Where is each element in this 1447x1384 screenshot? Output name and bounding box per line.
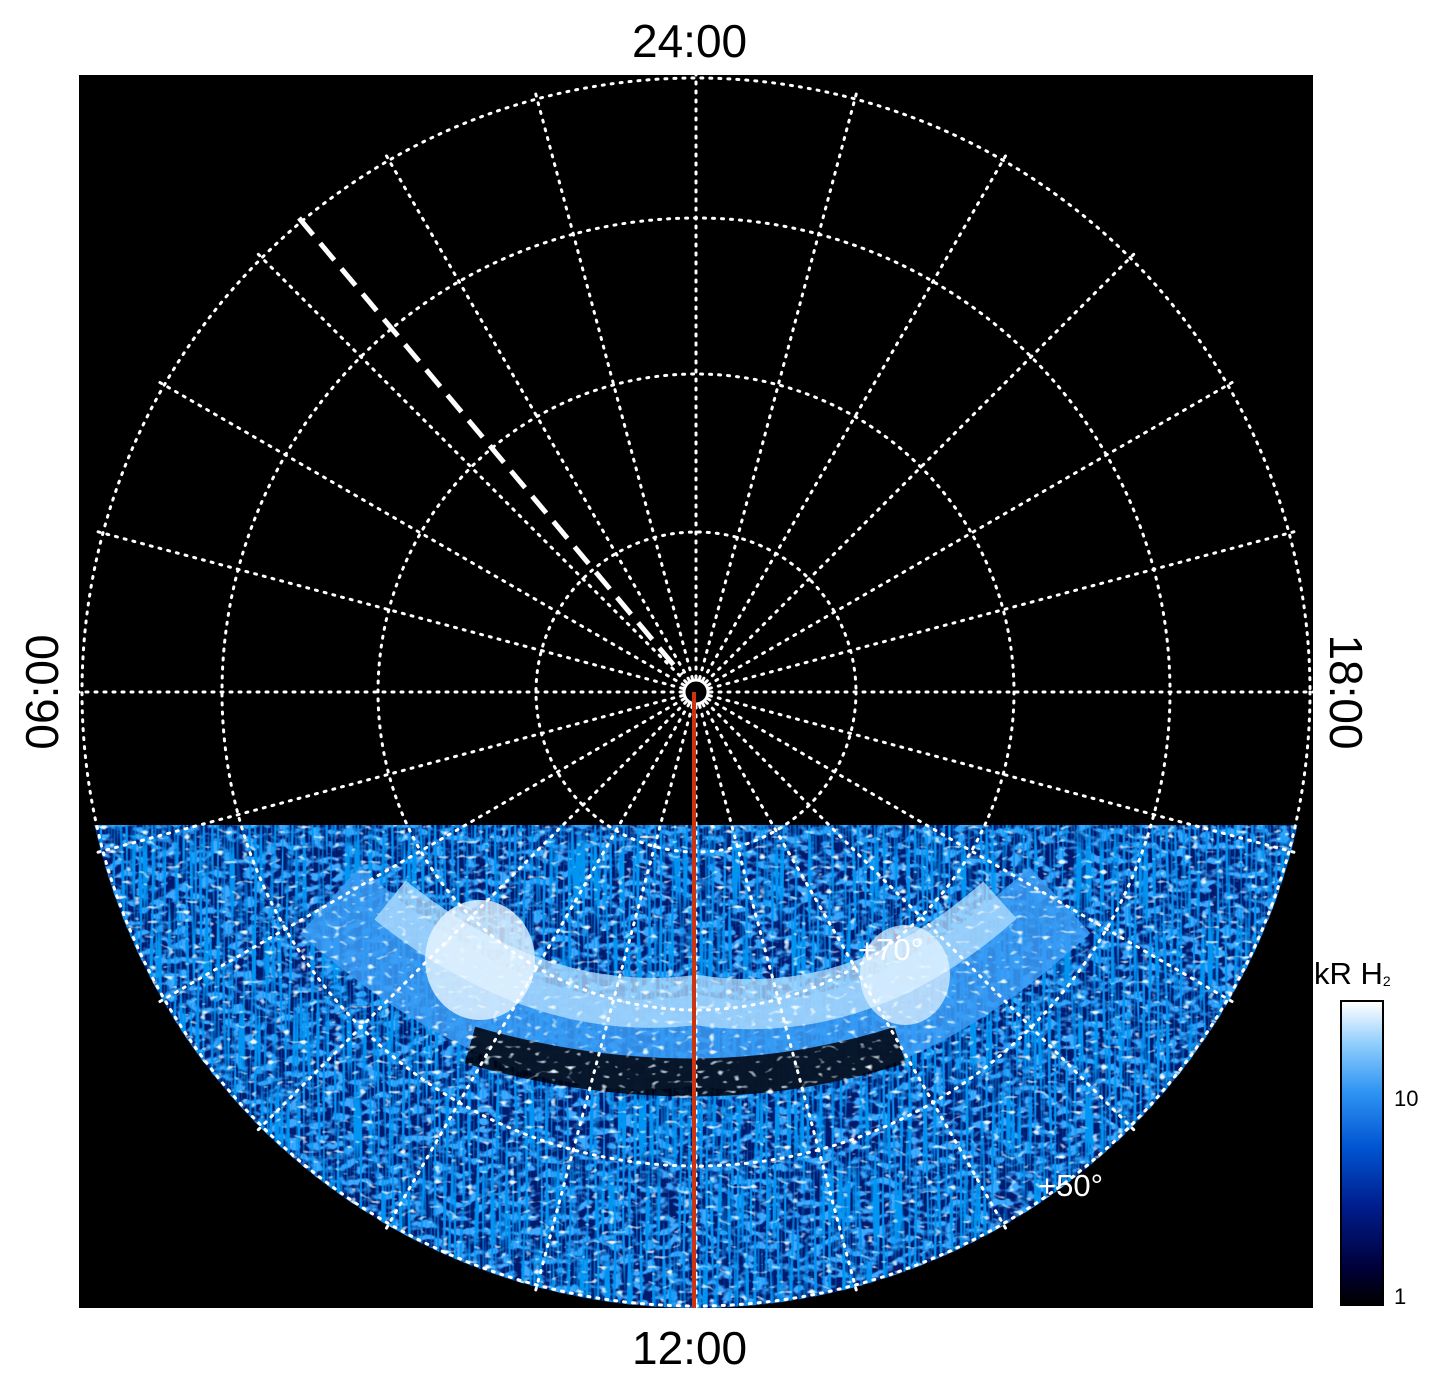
local-time-label-top: 24:00	[632, 15, 748, 67]
meridian-line	[698, 704, 858, 1293]
local-time-label-bottom: 12:00	[632, 1322, 748, 1374]
meridian-line	[95, 694, 684, 854]
meridian-line	[701, 153, 1008, 682]
meridian-line	[384, 702, 691, 1231]
colorbar-title-text: kR H	[1314, 956, 1383, 991]
meridian-line	[157, 380, 686, 687]
colorbar-title: kR H2	[1314, 958, 1391, 989]
meridian-line	[256, 700, 688, 1132]
meridian-line	[157, 697, 686, 1004]
colorbar-title-subscript: 2	[1382, 973, 1391, 989]
meridian-line	[384, 153, 691, 682]
colorbar-tick-1: 1	[1394, 1284, 1407, 1309]
meridian-line	[704, 700, 1136, 1132]
meridians	[79, 75, 1313, 1308]
meridian-line	[708, 694, 1297, 854]
meridian-line	[701, 702, 1008, 1231]
latitude-circle-70	[376, 372, 1016, 1012]
meridian-line	[698, 91, 858, 680]
meridian-line	[704, 252, 1136, 684]
latitude-label-70: +70°	[858, 932, 923, 967]
meridian-line	[708, 530, 1297, 690]
colorbar	[1340, 1000, 1384, 1306]
local-time-label-left: 06:00	[16, 634, 68, 750]
meridian-line	[256, 252, 688, 684]
dashed-track-line	[297, 216, 684, 677]
local-time-label-right: 18:00	[1320, 634, 1372, 750]
colorbar-tick-10: 10	[1394, 1086, 1419, 1111]
grid	[79, 75, 1313, 1308]
meridian-line	[534, 91, 694, 680]
auroral-bright-spot-dawn	[425, 900, 535, 1020]
meridian-line	[706, 380, 1235, 687]
meridian-line	[534, 704, 694, 1293]
latitude-label-50: +50°	[1038, 1168, 1103, 1203]
meridian-line	[706, 697, 1235, 1004]
meridian-line	[95, 530, 684, 690]
